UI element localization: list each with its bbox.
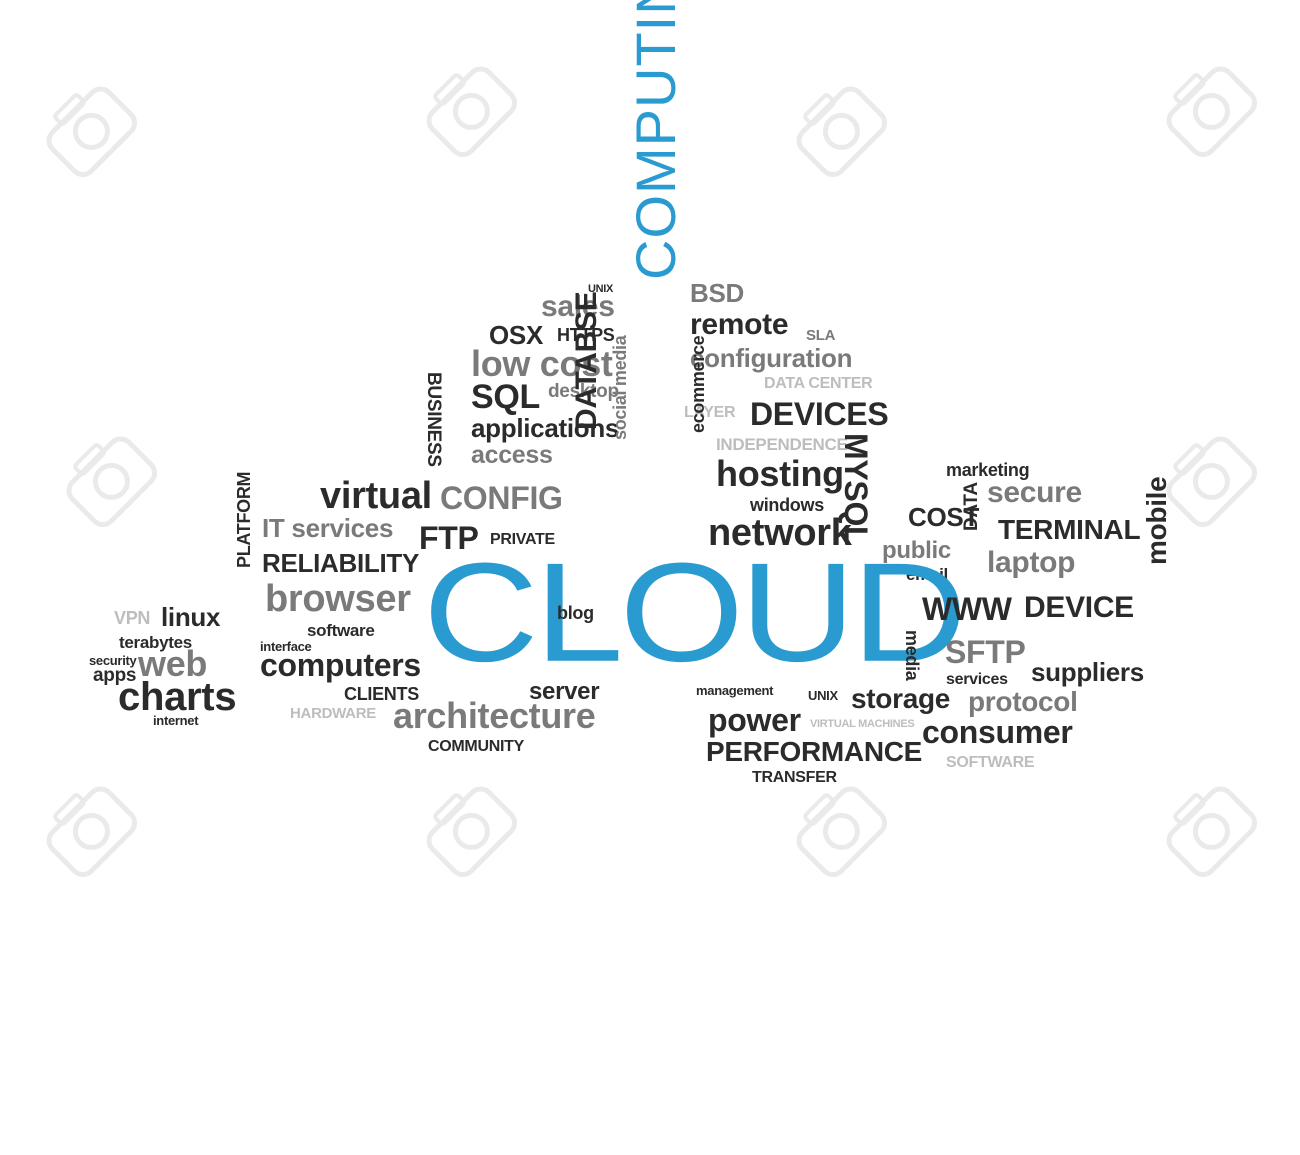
cloud-word: BUSINESS xyxy=(423,372,444,467)
cloud-word: DATA xyxy=(961,482,982,531)
cloud-word: social media xyxy=(610,335,630,440)
cloud-word: DEVICE xyxy=(1024,591,1134,624)
cloud-word: HARDWARE xyxy=(290,705,376,722)
cloud-word: blog xyxy=(557,603,594,623)
cloud-word: PERFORMANCE xyxy=(706,736,923,767)
cloud-word: browser xyxy=(265,578,411,620)
cloud-word: COST xyxy=(908,502,980,532)
cloud-word: FTP xyxy=(419,520,479,556)
camera-watermark-icon xyxy=(1139,759,1280,900)
camera-watermark-icon xyxy=(1139,409,1280,550)
camera-watermark-icon xyxy=(769,59,910,200)
cloud-word: hosting xyxy=(716,453,844,494)
cloud-word: management xyxy=(696,683,774,698)
cloud-word: SFTP xyxy=(945,634,1026,670)
cloud-word: HTTPS xyxy=(557,325,615,345)
cloud-word: desktop xyxy=(548,381,619,402)
cloud-word: LAYER xyxy=(684,404,736,421)
cloud-word: charts xyxy=(118,675,237,719)
cloud-word: TRANSFER xyxy=(752,769,837,786)
camera-watermark-icon xyxy=(769,759,910,900)
cloud-word: email xyxy=(906,565,948,584)
cloud-word: apps xyxy=(93,665,137,686)
cloud-word: terabytes xyxy=(119,633,192,652)
cloud-word: software xyxy=(307,621,375,640)
cloud-word: laptop xyxy=(987,546,1076,579)
cloud-word: PLATFORM xyxy=(234,471,254,568)
cloud-word: UNIX xyxy=(588,283,614,295)
cloud-word: configuration xyxy=(690,343,853,373)
cloud-word: remote xyxy=(690,308,789,341)
cloud-word: storage xyxy=(851,683,951,714)
cloud-word: PRIVATE xyxy=(490,531,555,548)
cloud-word: DATA CENTER xyxy=(764,375,873,392)
cloud-word: UNIX xyxy=(808,688,838,703)
camera-watermark-icon xyxy=(399,759,540,900)
cloud-word: public xyxy=(882,537,951,564)
cloud-word: web xyxy=(138,643,208,684)
cloud-word: DATABSE xyxy=(570,291,603,430)
cloud-word: BSD xyxy=(690,278,744,308)
camera-watermark-icon xyxy=(19,59,160,200)
cloud-word: media xyxy=(902,630,922,681)
cloud-word: secure xyxy=(987,476,1082,509)
camera-watermark-icon xyxy=(399,39,540,180)
camera-watermark-icon xyxy=(19,759,160,900)
cloud-word: INDEPENDENCE xyxy=(716,435,848,454)
cloud-word: TERMINAL xyxy=(998,514,1141,545)
cloud-word: low cost xyxy=(471,343,613,384)
cloud-word: applications xyxy=(471,413,620,443)
cloud-word: DEVICES xyxy=(750,396,889,432)
cloud-word: power xyxy=(708,702,801,738)
cloud-word: ecommerce xyxy=(688,335,708,433)
cloud-word: sales xyxy=(541,290,615,323)
cloud-word: consumer xyxy=(922,714,1073,750)
cloud-word: protocol xyxy=(968,686,1078,717)
cloud-word: CLOUD xyxy=(423,533,967,691)
cloud-word: IT services xyxy=(262,513,394,543)
cloud-word: internet xyxy=(153,713,199,728)
cloud-word: network xyxy=(708,512,852,554)
cloud-word: OSX xyxy=(489,320,544,350)
cloud-word: COMMUNITY xyxy=(428,738,524,755)
cloud-word: CLIENTS xyxy=(344,684,419,704)
cloud-word: architecture xyxy=(393,695,596,736)
cloud-word: access xyxy=(471,441,553,469)
cloud-word: interface xyxy=(260,639,312,654)
cloud-word: SLA xyxy=(806,327,836,344)
cloud-word: VIRTUAL MACHINES xyxy=(810,718,915,730)
cloud-word: windows xyxy=(750,495,824,515)
cloud-word: suppliers xyxy=(1031,657,1144,687)
camera-watermark-icon xyxy=(1139,39,1280,180)
cloud-word: SOFTWARE xyxy=(946,754,1035,771)
cloud-word: VPN xyxy=(114,608,151,628)
cloud-word: SQL xyxy=(471,378,540,416)
camera-watermark-icon xyxy=(39,409,180,550)
cloud-word: mobile xyxy=(1141,476,1172,565)
cloud-word: services xyxy=(946,671,1008,688)
cloud-word: WWW xyxy=(922,591,1012,627)
cloud-word: security xyxy=(89,653,137,668)
cloud-word: marketing xyxy=(946,460,1030,480)
cloud-word: COMPUTING xyxy=(624,0,687,280)
cloud-word: computers xyxy=(260,647,421,683)
cloud-word: linux xyxy=(161,602,221,632)
cloud-word: virtual xyxy=(320,475,432,517)
cloud-word: RELIABILITY xyxy=(262,548,420,578)
cloud-word: CONFIG xyxy=(440,480,563,516)
cloud-word: server xyxy=(529,678,600,705)
